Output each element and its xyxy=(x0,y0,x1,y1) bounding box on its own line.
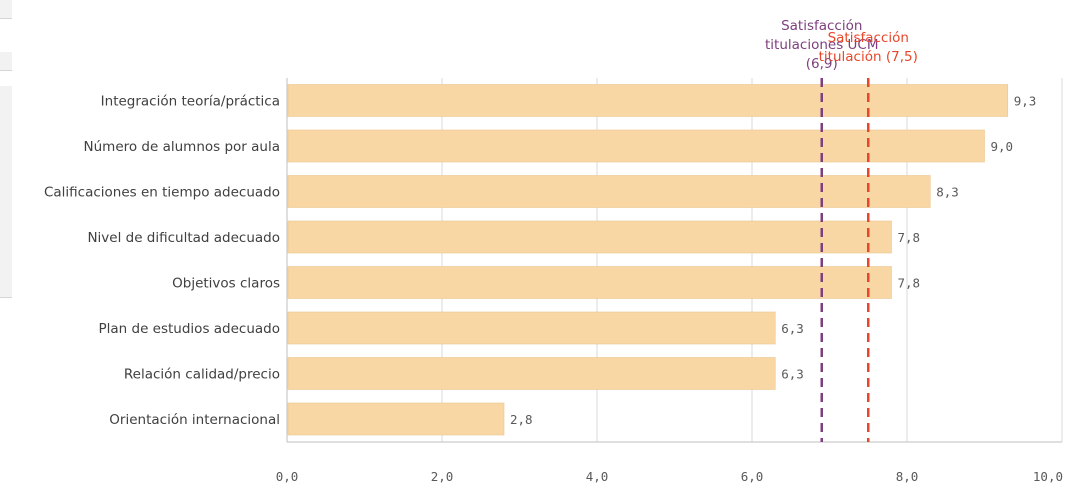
bar xyxy=(287,129,985,163)
value-label: 7,8 xyxy=(898,230,921,245)
x-tick-label: 8,0 xyxy=(896,469,919,484)
value-label: 9,0 xyxy=(991,139,1014,154)
left-strip-row xyxy=(0,259,12,298)
bar xyxy=(287,311,776,345)
x-tick-label: 6,0 xyxy=(741,469,764,484)
category-label: Número de alumnos por aula xyxy=(84,139,280,155)
value-label: 6,3 xyxy=(781,367,804,382)
bar xyxy=(287,175,931,208)
category-label: Calificaciones en tiempo adecuado xyxy=(44,185,280,201)
value-label: 2,8 xyxy=(510,412,533,427)
category-label: Objetivos claros xyxy=(172,276,280,292)
reference-line-label: titulaciones UCM xyxy=(765,37,879,53)
value-label: 9,3 xyxy=(1014,94,1037,109)
value-label: 6,3 xyxy=(781,321,804,336)
category-label: Plan de estudios adecuado xyxy=(99,321,281,337)
category-label: Orientación internacional xyxy=(109,412,280,428)
x-tick-label: 4,0 xyxy=(586,469,609,484)
value-label: 8,3 xyxy=(936,185,959,200)
left-strip-row xyxy=(0,0,12,19)
left-edge-panel xyxy=(0,0,12,300)
category-label: Relación calidad/precio xyxy=(124,367,280,383)
x-tick-label: 10,0 xyxy=(1033,469,1063,484)
category-label: Nivel de dificultad adecuado xyxy=(87,230,280,246)
x-tick-label: 2,0 xyxy=(431,469,454,484)
left-strip-row xyxy=(0,52,12,71)
reference-line-label: Satisfacción xyxy=(828,30,909,46)
reference-line-label: (6,9) xyxy=(806,56,838,72)
bar xyxy=(287,220,892,254)
bar xyxy=(287,402,505,436)
x-tick-label: 0,0 xyxy=(276,469,299,484)
reference-line-label: Satisfacción xyxy=(781,18,862,34)
reference-line-label: titulación (7,5) xyxy=(819,49,918,65)
bar xyxy=(287,357,776,390)
category-label: Integración teoría/práctica xyxy=(101,94,280,110)
value-label: 7,8 xyxy=(898,276,921,291)
bar xyxy=(287,84,1009,117)
bar xyxy=(287,266,892,299)
